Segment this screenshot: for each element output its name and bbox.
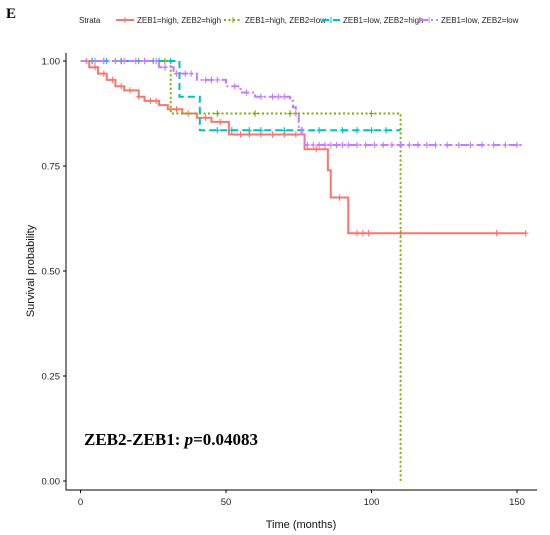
x-tick-label: 100 xyxy=(364,497,380,508)
survival-curve xyxy=(80,60,401,132)
x-tick-label: 50 xyxy=(221,497,232,508)
legend-label: ZEB1=low, ZEB2=high xyxy=(343,16,424,25)
legend-item: ZEB1=low, ZEB2=low xyxy=(420,16,519,25)
legend-item: ZEB1=high, ZEB2=high xyxy=(116,16,221,25)
panel-letter: E xyxy=(6,6,16,22)
x-tick-label: 150 xyxy=(509,497,525,508)
plot-area xyxy=(65,53,537,491)
x-tick-label: 0 xyxy=(78,497,83,508)
legend: Strata ZEB1=high, ZEB2=high ZEB1=high, ZE… xyxy=(79,16,519,25)
series-2 xyxy=(80,57,402,481)
annotation-prefix: ZEB2-ZEB1: xyxy=(84,430,185,449)
y-tick-label: 0.25 xyxy=(42,372,61,383)
survival-curve xyxy=(80,60,402,481)
series-4 xyxy=(80,57,523,149)
y-tick-label: 0.50 xyxy=(42,267,61,278)
series-3 xyxy=(80,57,401,134)
legend-title: Strata xyxy=(79,16,101,25)
legend-label: ZEB1=high, ZEB2=high xyxy=(137,16,221,25)
x-axis-title: Time (months) xyxy=(266,519,337,531)
series-layer xyxy=(80,57,529,481)
annotation-p-symbol: p xyxy=(183,430,194,449)
ticks-layer: 0.00 0.25 0.50 0.75 1.00 0 50 100 150 xyxy=(42,57,525,509)
legend-label: ZEB1=low, ZEB2=low xyxy=(441,16,519,25)
y-tick-label: 1.00 xyxy=(42,57,61,68)
legend-item: ZEB1=low, ZEB2=high xyxy=(322,16,424,25)
p-value-annotation: ZEB2-ZEB1: p=0.04083 xyxy=(84,430,258,449)
y-axis-title: Survival probability xyxy=(25,224,37,317)
series-1 xyxy=(80,57,529,237)
legend-item: ZEB1=high, ZEB2=low xyxy=(224,16,326,25)
y-tick-label: 0.75 xyxy=(42,162,61,173)
annotation-value: =0.04083 xyxy=(193,430,258,449)
survival-curve xyxy=(80,60,523,146)
legend-label: ZEB1=high, ZEB2=low xyxy=(245,16,326,25)
y-tick-label: 0.00 xyxy=(42,477,61,488)
